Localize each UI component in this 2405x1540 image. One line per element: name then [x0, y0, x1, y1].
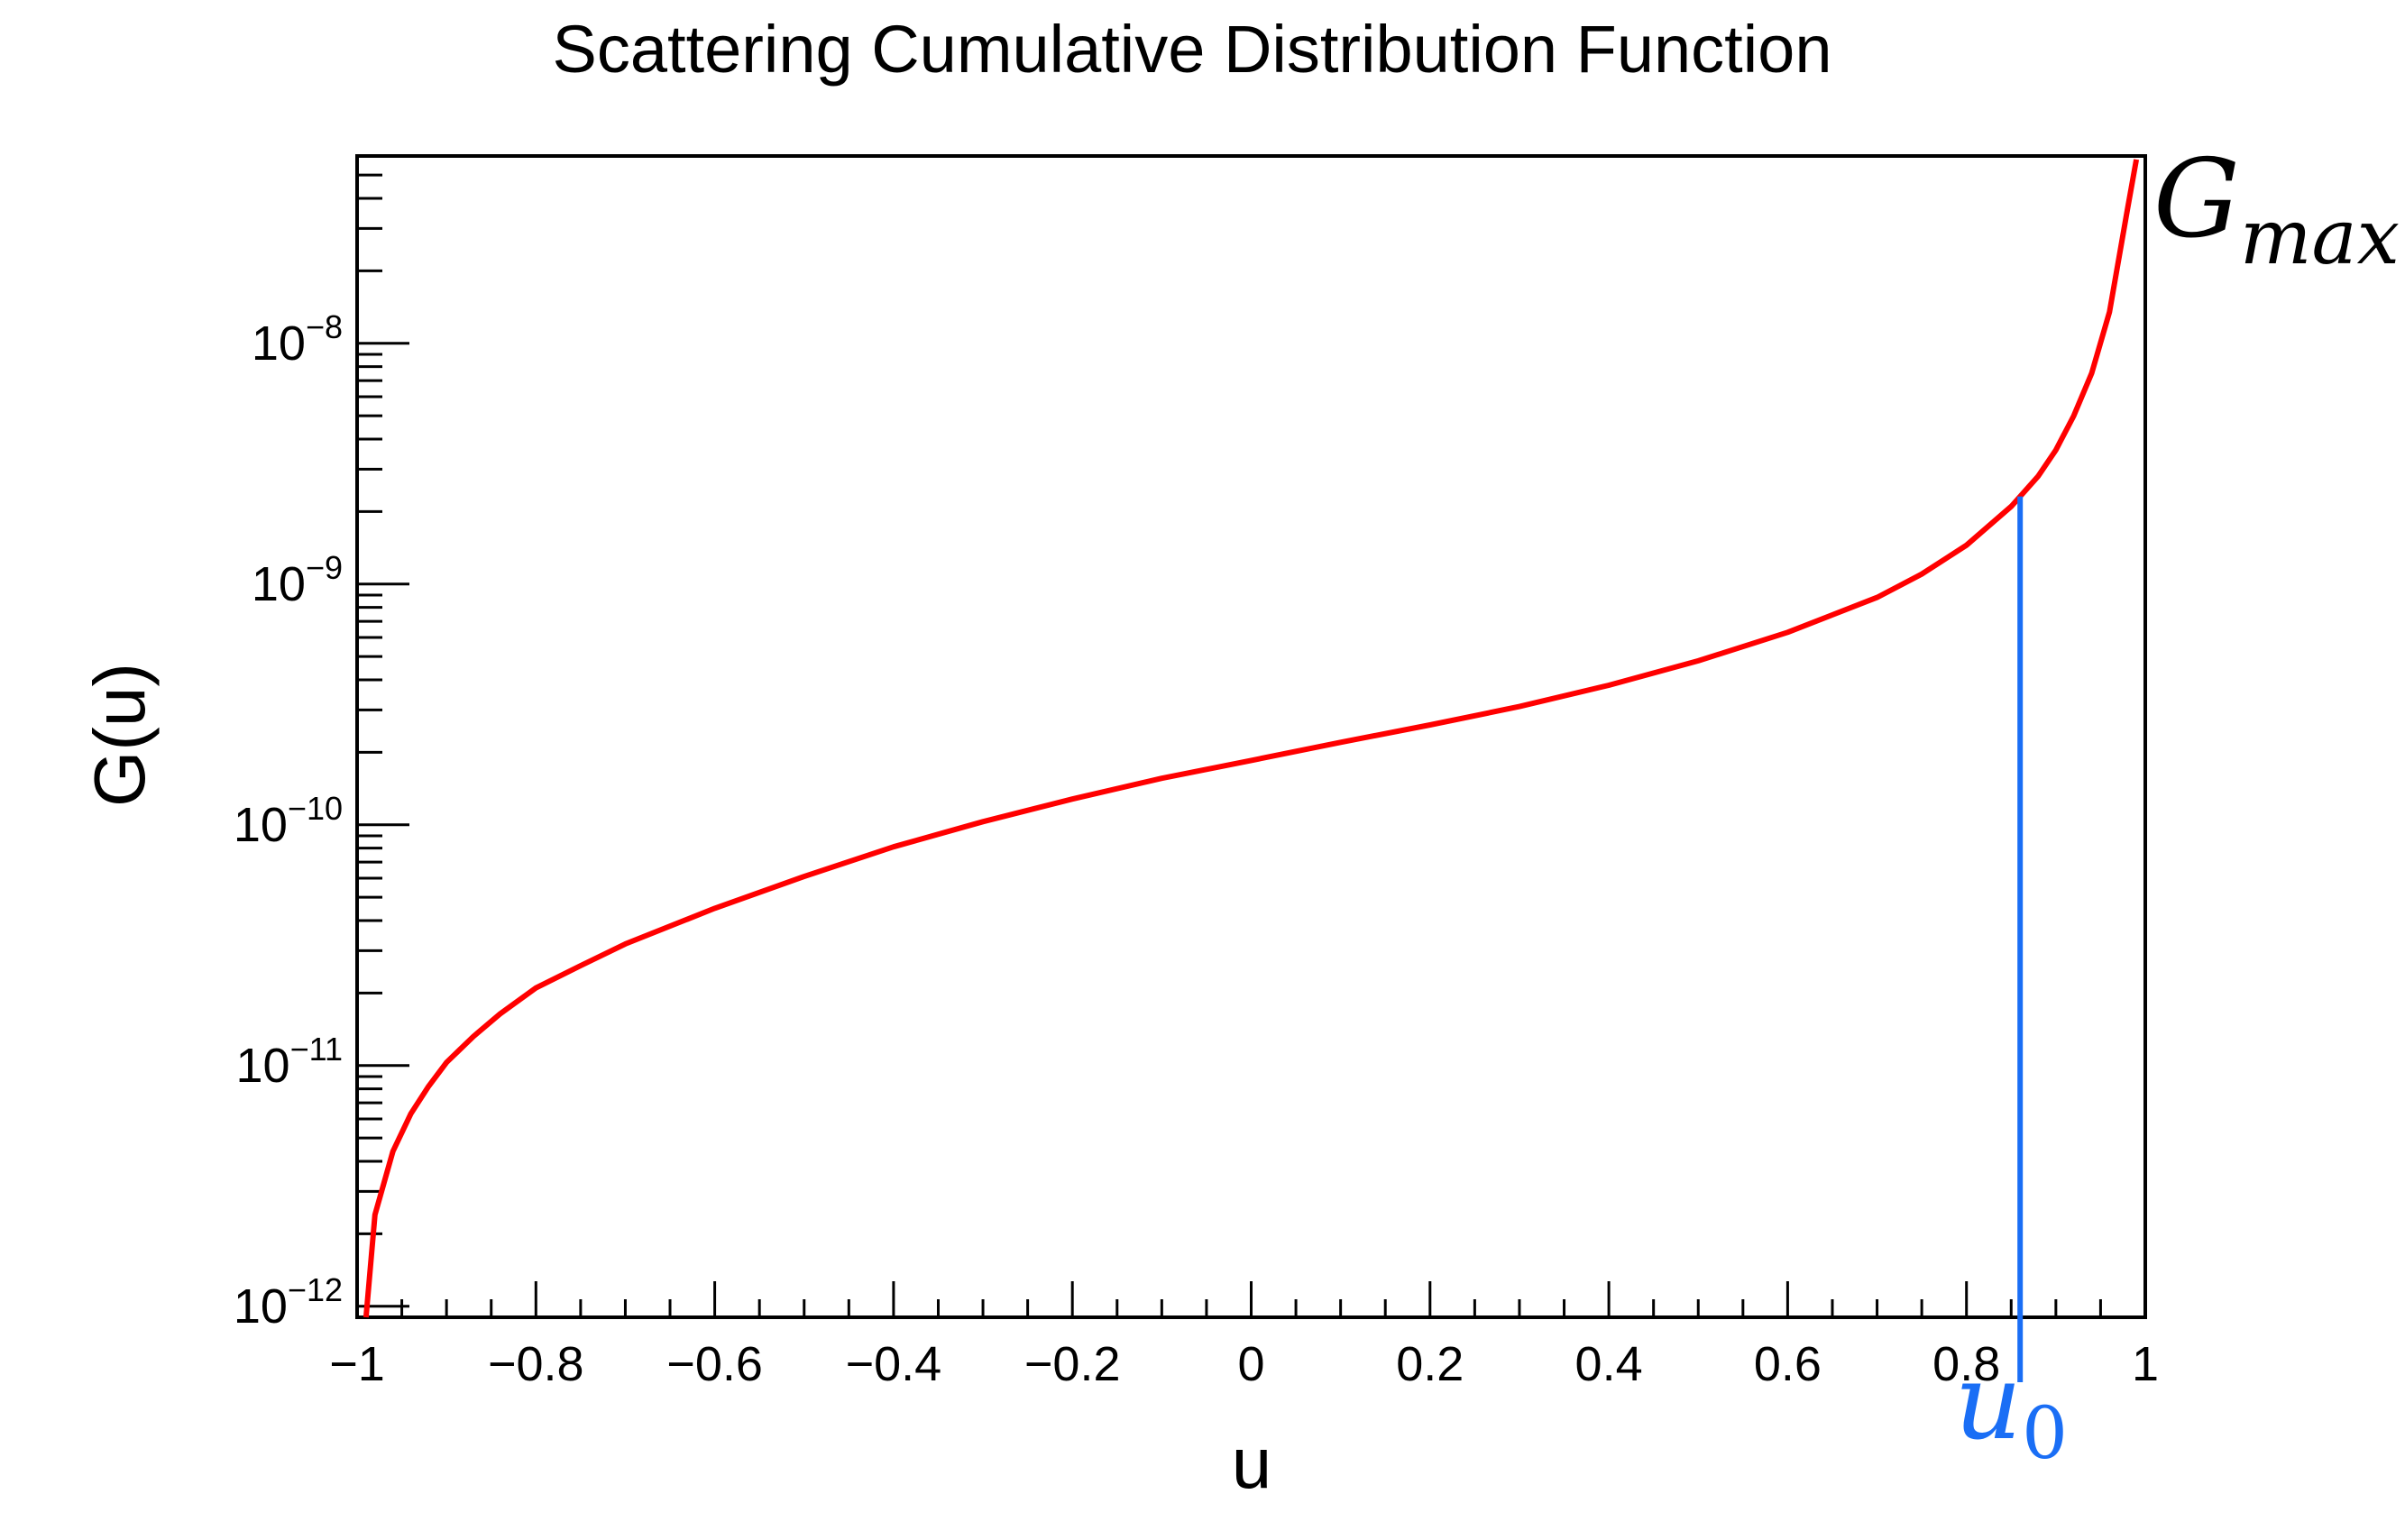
x-tick-label: 0.8: [1932, 1337, 2000, 1391]
y-tick-label: 10−10: [234, 790, 343, 852]
y-tick-label-exponent: −12: [288, 1271, 343, 1308]
x-tick-label: 0.6: [1754, 1337, 1822, 1391]
x-tick-label: 1: [2132, 1337, 2159, 1391]
y-tick-label-base: 10: [252, 557, 306, 611]
y-tick-label: 10−12: [234, 1271, 343, 1334]
y-tick-label: 10−8: [252, 308, 343, 371]
y-axis-label: G(u): [79, 663, 160, 807]
x-tick-label: 0.2: [1396, 1337, 1464, 1391]
x-tick-label: −0.6: [666, 1337, 763, 1391]
y-tick-label-base: 10: [234, 1279, 288, 1334]
plot-frame: [355, 154, 2147, 1319]
x-tick-label: 0.4: [1575, 1337, 1643, 1391]
series-line-gu: [363, 159, 2140, 1318]
y-tick-label-base: 10: [234, 798, 288, 852]
x-tick-label: 0: [1237, 1337, 1264, 1391]
y-tick-label-base: 10: [252, 316, 306, 371]
u0-annotation: u0: [1954, 1342, 2068, 1475]
x-tick-label: −0.2: [1024, 1337, 1121, 1391]
u0-annotation-symbol: u: [1954, 1342, 2022, 1463]
u0-annotation-subscript: 0: [2022, 1391, 2068, 1475]
x-axis-label: u: [1232, 1423, 1272, 1503]
x-axis-tick-labels: −1 −0.8 −0.6 −0.4 −0.2 0 0.2 0.4 0.6 0.8 1: [329, 1337, 2159, 1391]
y-tick-label: 10−11: [236, 1031, 343, 1093]
y-tick-label-exponent: −8: [306, 308, 343, 345]
y-tick-label-exponent: −9: [306, 549, 343, 586]
gmax-annotation-subscript: max: [2240, 193, 2400, 281]
gmax-annotation-symbol: G: [2153, 137, 2240, 262]
y-tick-label: 10−9: [252, 549, 343, 611]
x-tick-label: −0.8: [488, 1337, 584, 1391]
chart-title: Scattering Cumulative Distribution Funct…: [553, 12, 1832, 87]
y-tick-label-exponent: −10: [288, 790, 343, 827]
x-axis-ticks: [355, 1281, 2147, 1317]
gmax-annotation: Gmax: [2153, 137, 2400, 281]
y-tick-label-base: 10: [236, 1039, 290, 1093]
y-axis-ticks: [357, 173, 409, 1319]
y-tick-label-exponent: −11: [290, 1031, 343, 1068]
x-tick-label: −1: [329, 1337, 385, 1391]
x-tick-label: −0.4: [846, 1337, 942, 1391]
